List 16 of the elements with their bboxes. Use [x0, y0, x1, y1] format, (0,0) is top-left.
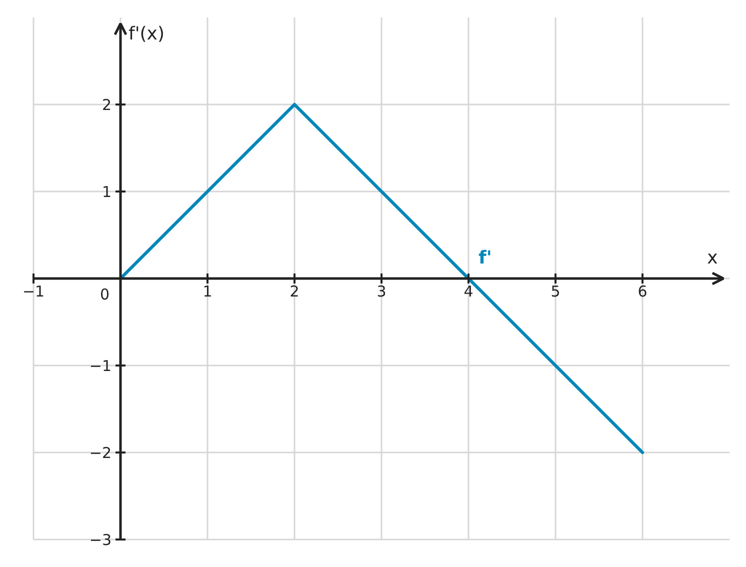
x-tick-label: 5	[550, 282, 560, 300]
x-tick-label: 1	[202, 282, 212, 300]
x-tick-label: 3	[376, 282, 386, 300]
y-axis-title: f'(x)	[128, 24, 164, 44]
series-label: f'	[478, 248, 492, 268]
x-tick-label: −1	[22, 282, 45, 300]
y-tick-label: −3	[89, 531, 112, 549]
x-tick-label: 4	[464, 282, 474, 300]
x-tick-label: 6	[638, 282, 648, 300]
x-tick-label: 2	[290, 282, 300, 300]
y-tick-label: −2	[89, 444, 112, 462]
x-tick-label: 0	[100, 286, 110, 304]
y-tick-label: −1	[89, 357, 112, 375]
y-tick-label: 1	[102, 183, 112, 201]
x-axis-title: x	[707, 248, 718, 268]
y-tick-label: 2	[102, 96, 112, 114]
